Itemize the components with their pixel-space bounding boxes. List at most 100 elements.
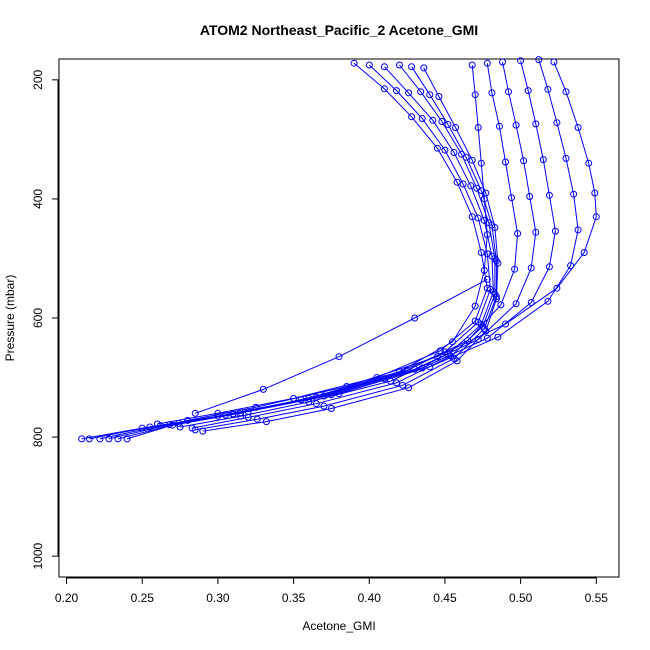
x-tick-label: 0.35 [282,591,306,605]
series-line [202,67,499,432]
data-point [544,85,552,93]
data-point [123,435,131,443]
data-point [514,230,522,237]
data-point [214,409,222,417]
data-point [482,327,490,335]
data-point [551,227,559,235]
data-point [393,379,400,387]
series-line [192,64,496,429]
data-point [483,275,491,283]
series-line [172,64,491,426]
data-point [426,363,434,371]
data-point [574,124,582,131]
data-point [114,435,122,443]
data-point [252,403,260,411]
data-point [532,228,540,236]
series-line [180,66,494,428]
data-point [545,263,553,271]
data-point [527,264,535,272]
data-point [259,385,267,393]
data-point [96,435,104,443]
data-point [429,116,437,124]
x-tick-label: 0.25 [131,591,155,605]
data-point [420,64,428,72]
data-point [411,314,419,322]
data-point [532,120,540,128]
series-line [195,66,497,431]
data-point [320,402,328,410]
data-point [380,375,388,383]
y-tick-label: 400 [31,189,45,209]
data-point [405,384,413,392]
x-tick-label: 0.20 [55,591,79,605]
x-axis-label: Acetone_GMI [302,619,375,633]
data-point [550,58,558,66]
data-point [176,423,184,431]
data-point [553,119,561,127]
data-point [502,158,509,166]
data-point [433,144,441,152]
data-point [85,435,93,443]
series-6 [123,58,600,443]
data-point [570,190,578,198]
data-point [468,156,476,164]
data-point [474,214,482,222]
data-point [467,182,475,190]
x-tick-label: 0.30 [206,591,230,605]
data-point [105,435,113,443]
data-point [405,89,413,97]
series-line [157,62,488,425]
data-point [505,88,512,96]
data-point [450,149,458,156]
data-point [380,85,388,93]
data-point [253,415,261,423]
data-point [199,427,207,435]
series-line [195,278,488,414]
data-point [426,91,434,99]
series-line [126,61,597,440]
data-point [327,405,335,412]
data-point [508,194,515,202]
data-point [483,59,491,67]
data-point [452,124,459,131]
data-point [494,333,502,341]
data-point [553,284,561,292]
y-tick-label: 200 [31,70,45,90]
data-point [517,57,525,65]
data-point [562,154,570,162]
data-point [435,93,443,100]
data-point [497,301,505,309]
x-tick-label: 0.40 [358,591,382,605]
chart-title: ATOM2 Northeast_Pacific_2 Acetone_GMI [200,22,478,38]
data-point [350,59,358,67]
data-point [468,61,476,69]
series-line [117,59,579,440]
data-point [417,88,425,96]
data-point [474,124,482,131]
data-point [408,113,416,121]
series-13 [191,275,491,417]
series-7 [153,59,491,428]
data-point [462,153,470,161]
data-point [535,56,543,64]
data-point [574,226,582,234]
data-point [471,302,479,310]
data-point [191,409,199,417]
data-point [520,157,528,165]
x-tick-label: 0.45 [433,591,457,605]
data-point [562,88,570,96]
y-tick-label: 600 [31,308,45,328]
data-point [580,249,588,256]
x-tick-label: 0.50 [509,591,533,605]
data-point [418,115,426,122]
data-point [438,118,446,125]
data-point [477,159,485,167]
data-point [495,122,503,130]
data-point [459,180,467,188]
data-point [343,383,351,390]
data-point [312,400,320,408]
data-point [483,231,491,239]
data-point [512,300,520,308]
